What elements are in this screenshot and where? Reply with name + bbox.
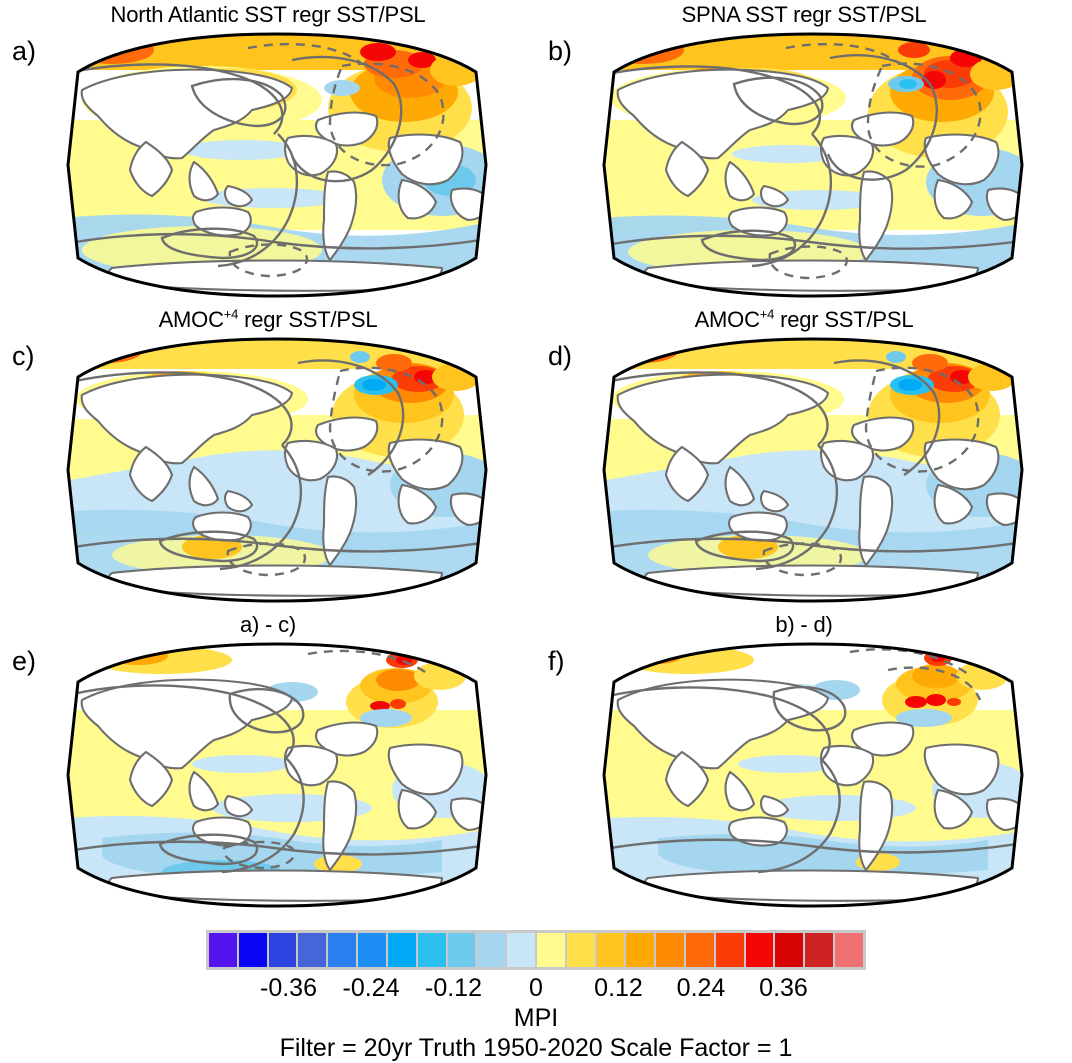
colorbar-cell [477, 933, 506, 967]
panel-a-letter: a) [12, 36, 37, 66]
colorbar-cell [447, 933, 476, 967]
panel-f-letter: f) [548, 646, 565, 676]
panel-d-letter: d) [548, 341, 573, 371]
colorbar-cell [715, 933, 744, 967]
panel-e-map [42, 640, 512, 910]
colorbar-cell [656, 933, 684, 967]
colorbar-cell [745, 933, 774, 967]
panel-f-map-svg [602, 642, 1024, 908]
colorbar-cell [358, 933, 386, 967]
panel-d: AMOC+4 regr SST/PSL d) [536, 305, 1072, 610]
panel-b-map [578, 30, 1048, 300]
panel-d-title: AMOC+4 regr SST/PSL [694, 306, 914, 332]
colorbar-cell [298, 933, 327, 967]
colorbar-block: -0.36 -0.24 -0.12 0 0.12 0.24 0.36 MPI Filter … [0, 926, 1072, 1063]
panel-e-title: a) - c) [239, 612, 297, 637]
panel-c-letter: c) [12, 341, 35, 371]
colorbar-cell [387, 933, 416, 967]
colorbar [206, 930, 866, 970]
colorbar-cell [596, 933, 625, 967]
colorbar-cell [805, 933, 834, 967]
colorbar-cell [775, 933, 804, 967]
panel-d-map [578, 335, 1048, 605]
colorbar-tick-label: 0.12 [594, 974, 643, 1002]
colorbar-cell [536, 933, 565, 967]
colorbar-cell [328, 933, 357, 967]
panel-a-map [42, 30, 512, 300]
colorbar-cell [238, 933, 267, 967]
colorbar-tick-label: 0.36 [759, 974, 808, 1002]
colorbar-cell [209, 933, 237, 967]
panel-b-title: SPNA SST regr SST/PSL [681, 2, 927, 27]
colorbar-tick-labels: -0.36 -0.24 -0.12 0 0.12 0.24 0.36 [206, 973, 866, 1005]
panel-f-title: b) - d) [775, 612, 833, 637]
panel-b-map-svg [602, 32, 1024, 298]
colorbar-cell [417, 933, 446, 967]
panel-a: North Atlantic SST regr SST/PSL a) [0, 0, 536, 305]
colorbar-tick-label: -0.12 [425, 974, 482, 1002]
panel-d-map-svg [602, 337, 1024, 603]
colorbar-cell [835, 933, 863, 967]
colorbar-cell [507, 933, 535, 967]
colorbar-tick-label: -0.36 [260, 974, 317, 1002]
panel-a-title: North Atlantic SST regr SST/PSL [110, 2, 426, 27]
colorbar-tick-label: 0 [529, 974, 543, 1002]
colorbar-cell [268, 933, 297, 967]
panel-c-title: AMOC+4 regr SST/PSL [158, 306, 378, 332]
panel-b-letter: b) [548, 36, 573, 66]
colorbar-tick-label: 0.24 [676, 974, 726, 1002]
panel-e-map-svg [66, 642, 488, 908]
colorbar-tick-label: -0.24 [342, 974, 400, 1002]
colorbar-unit-label: MPI [513, 1004, 559, 1032]
colorbar-cell [626, 933, 655, 967]
panel-e: a) - c) e) [0, 610, 536, 915]
colorbar-cell [686, 933, 714, 967]
figure-footer-caption: Filter = 20yr Truth 1950-2020 Scale Fact… [279, 1034, 793, 1062]
panel-f-map [578, 640, 1048, 910]
colorbar-cell [566, 933, 595, 967]
panel-c: AMOC+4 regr SST/PSL c) [0, 305, 536, 610]
panel-c-map-svg [66, 337, 488, 603]
panel-b: SPNA SST regr SST/PSL b) [536, 0, 1072, 305]
panel-f: b) - d) f) [536, 610, 1072, 915]
panel-a-map-svg [66, 32, 488, 298]
panel-c-map [42, 335, 512, 605]
panel-e-letter: e) [12, 646, 37, 676]
